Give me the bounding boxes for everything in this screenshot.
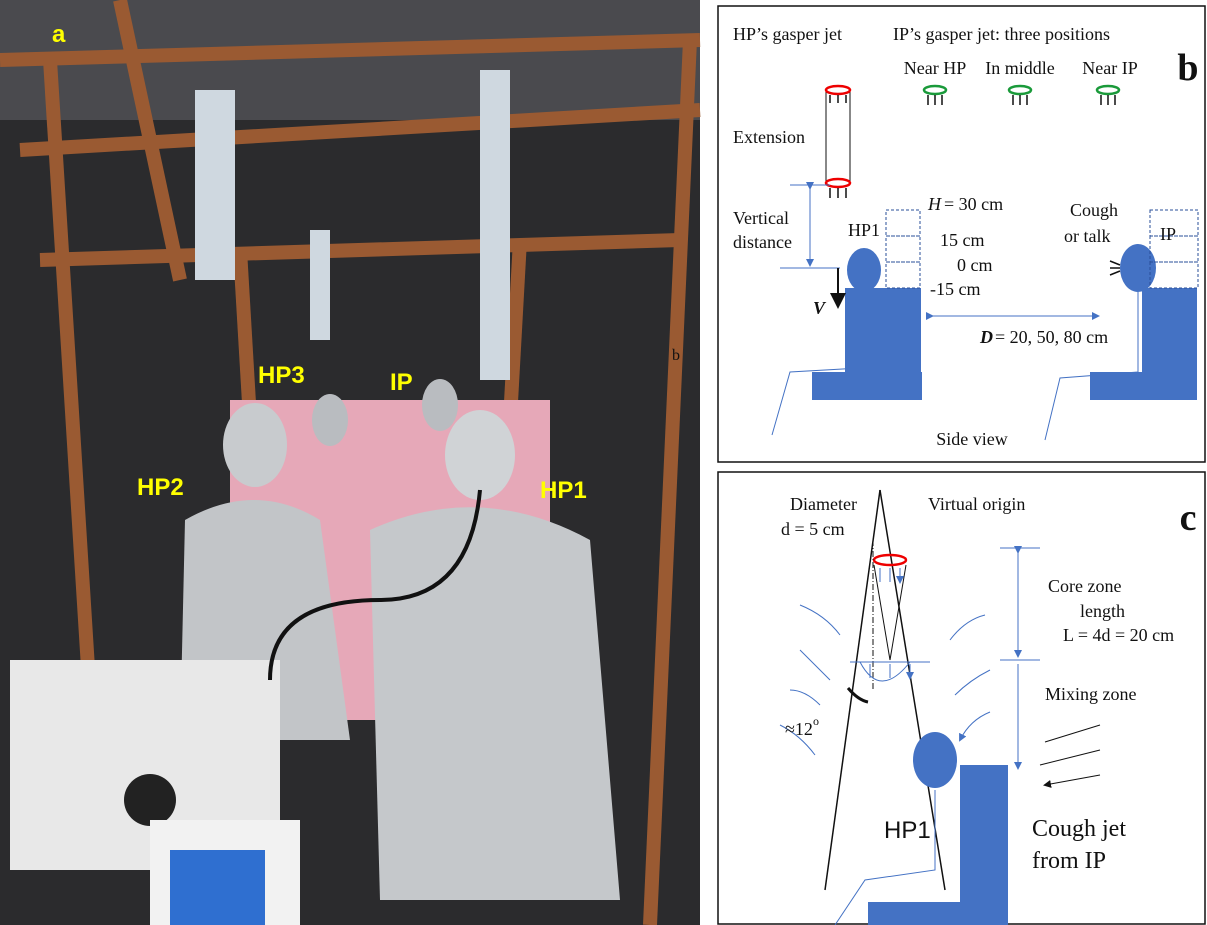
label: Mixing zone: [1045, 684, 1137, 704]
label: or talk: [1064, 226, 1111, 246]
label: IP: [1160, 224, 1176, 244]
caption: Vertical: [733, 208, 789, 228]
label: = 30 cm: [944, 194, 1003, 214]
geometry: [772, 185, 1198, 440]
label: D: [979, 327, 993, 347]
label: from IP: [1032, 848, 1106, 874]
label: 15 cm: [940, 230, 985, 250]
position-label: Near HP: [904, 58, 966, 78]
position-label: In middle: [985, 58, 1055, 78]
label: V: [813, 298, 827, 318]
label: H: [927, 194, 942, 214]
label: ≈12: [785, 719, 813, 739]
label: HP1: [884, 817, 931, 844]
panel-label: c: [1180, 497, 1197, 539]
jets: [826, 86, 1119, 198]
label: L = 4d = 20 cm: [1063, 625, 1174, 645]
photo: [0, 0, 700, 925]
label: Cough jet: [1032, 816, 1126, 842]
photo-label: HP2: [137, 474, 184, 501]
label: Cough: [1070, 200, 1118, 220]
label: HP1: [848, 220, 880, 240]
position-label: Near IP: [1082, 58, 1137, 78]
photo-label: HP3: [258, 362, 305, 389]
caption: Side view: [936, 429, 1008, 449]
label: = 20, 50, 80 cm: [995, 327, 1108, 347]
photo-label: IP: [390, 369, 413, 396]
label: o: [813, 714, 819, 728]
label: -15 cm: [930, 279, 980, 299]
panel-label: b: [1177, 47, 1198, 89]
label: 0 cm: [957, 255, 993, 275]
caption: distance: [733, 232, 792, 252]
label: d = 5 cm: [781, 519, 845, 539]
figure: a HP3 IP HP2 HP1 b HP’s gasper jet IP’s …: [0, 0, 1207, 925]
caption: IP’s gasper jet: three positions: [893, 24, 1110, 44]
photo-label: b: [672, 347, 680, 364]
label: Diameter: [790, 494, 857, 514]
panel-label: a: [52, 21, 66, 48]
photo-label: HP1: [540, 477, 587, 504]
label: Virtual origin: [928, 494, 1025, 514]
caption: Extension: [733, 127, 805, 147]
label: length: [1080, 601, 1125, 621]
caption: HP’s gasper jet: [733, 24, 842, 44]
label: Core zone: [1048, 576, 1121, 596]
